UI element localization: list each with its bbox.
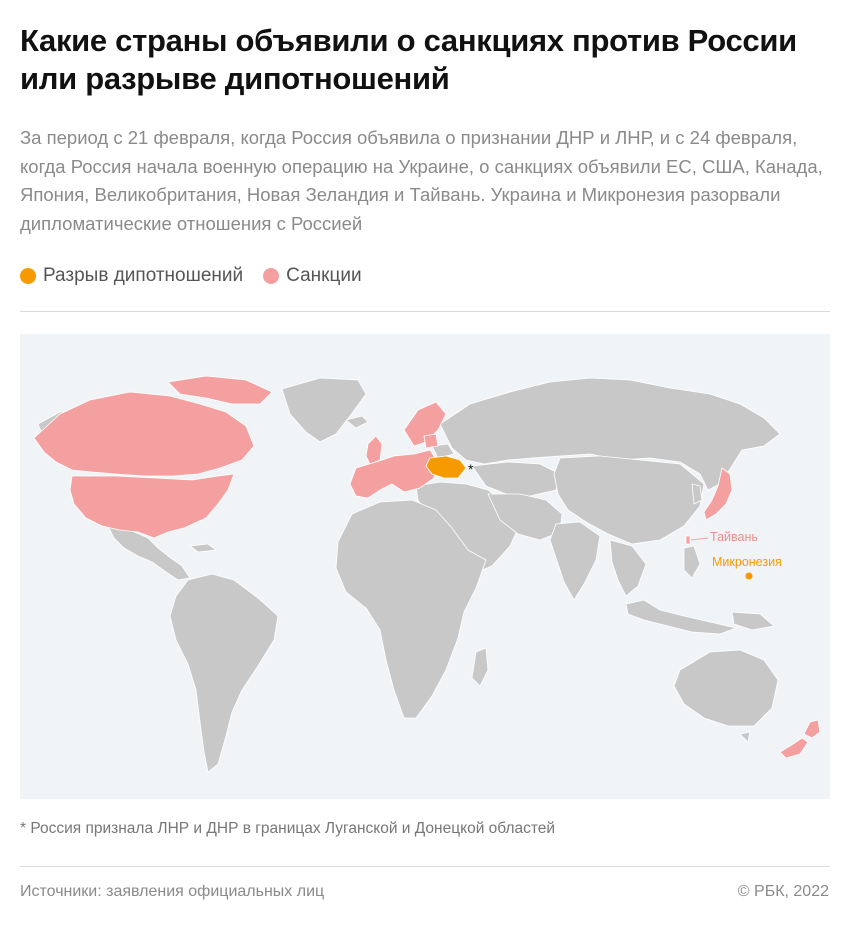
new-zealand-south-shape: [779, 737, 809, 759]
micronesia-dot: [745, 572, 753, 580]
china-shape: [553, 455, 705, 545]
australia-shape: [673, 649, 779, 727]
india-shape: [549, 521, 601, 601]
iceland-shape: [345, 415, 369, 429]
baltics-shape: [423, 433, 439, 449]
divider-top: [20, 311, 830, 312]
page-subtitle: За период с 21 февраля, когда Россия объ…: [20, 127, 823, 234]
ukraine-shape: [425, 455, 467, 479]
scandinavia-shape: [403, 401, 447, 447]
ukraine-asterisk: *: [468, 461, 474, 477]
eu-shape: [349, 449, 439, 499]
madagascar-shape: [471, 647, 489, 687]
africa-shape: [335, 499, 487, 719]
taiwan-leader-line: [690, 537, 709, 541]
legend-label-break-relations: Разрыв дипотношений: [43, 265, 244, 286]
greenland-shape: [281, 377, 367, 443]
micronesia-label: Микронезия: [712, 555, 782, 569]
page-title: Какие страны объявили о санкциях против …: [20, 23, 797, 96]
canada-shape: [33, 391, 255, 477]
world-map: * Тайвань Микронезия: [20, 334, 830, 799]
new-zealand-shape: [803, 719, 821, 739]
belarus-shape: [431, 443, 455, 459]
legend-item-break-relations: Разрыв дипотношений: [20, 265, 243, 287]
legend-dot-sanctions: [263, 268, 280, 284]
mexico-shape: [107, 525, 191, 581]
map-legend: Разрыв дипотношений Санкции: [20, 262, 382, 290]
usa-shape: [69, 473, 235, 539]
copyright-text: © РБК, 2022: [737, 883, 829, 900]
legend-item-sanctions: Санкции: [263, 265, 362, 287]
south-america-shape: [169, 573, 279, 773]
footnote: * Россия признала ЛНР и ДНР в границах Л…: [20, 820, 556, 837]
legend-dot-break-relations: [20, 268, 36, 284]
indonesia-shape: [625, 599, 737, 635]
korea-shape: [691, 483, 703, 505]
new-guinea-shape: [731, 611, 775, 631]
tasmania-shape: [739, 731, 751, 743]
philippines-shape: [683, 545, 701, 579]
uk-shape: [365, 435, 383, 465]
canada-islands-shape: [167, 375, 273, 405]
divider-bottom: [20, 866, 830, 867]
legend-label-sanctions: Санкции: [286, 265, 362, 286]
japan-shape: [703, 467, 733, 521]
kazakhstan-shape: [471, 461, 561, 497]
taiwan-label: Тайвань: [710, 530, 758, 544]
caribbean-shape: [189, 543, 217, 553]
southeast-asia-shape: [609, 539, 647, 597]
sources-text: Источники: заявления официальных лиц: [20, 883, 325, 900]
taiwan-shape: [685, 535, 691, 545]
